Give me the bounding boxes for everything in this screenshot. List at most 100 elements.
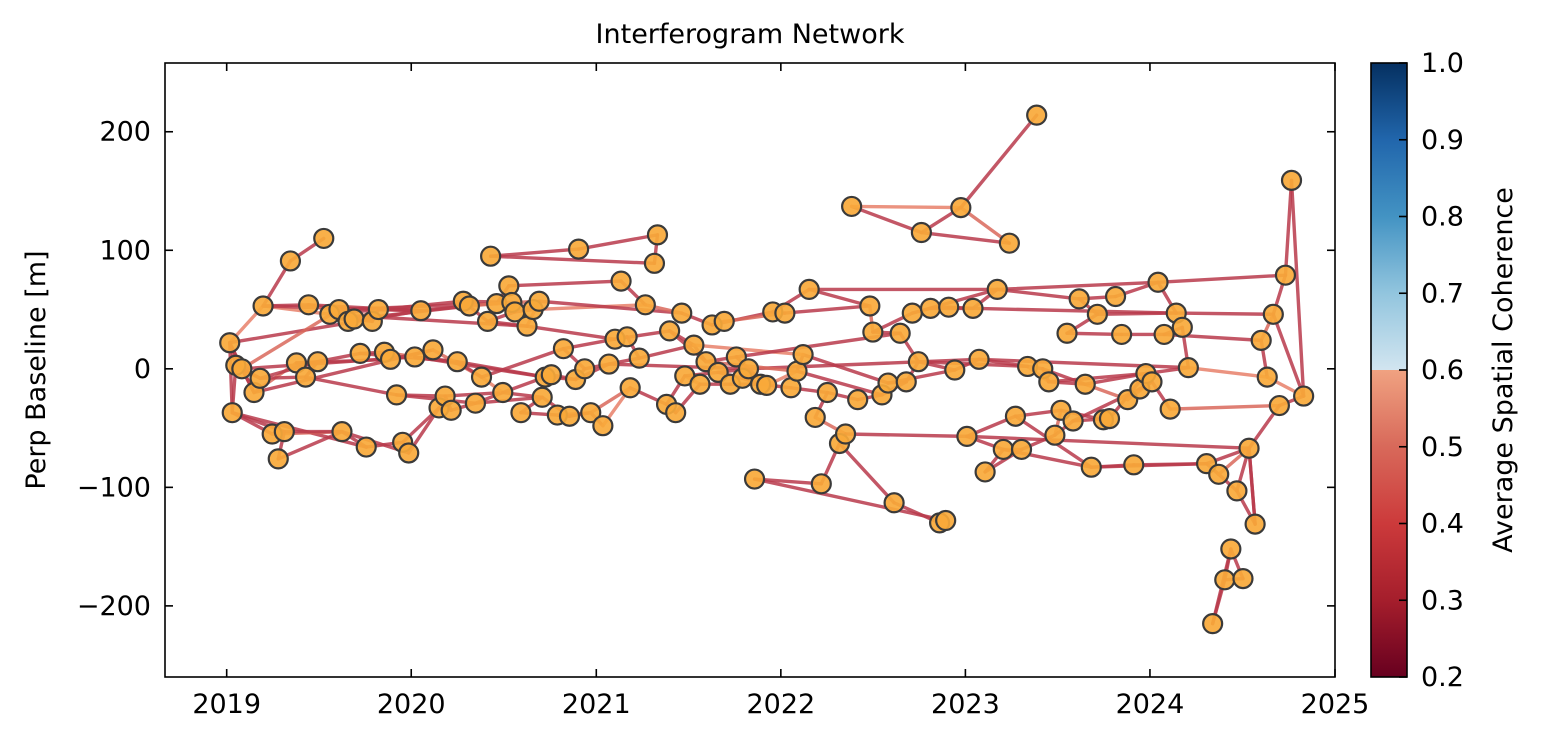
interferogram-line: [1186, 365, 1269, 379]
interferogram-line: [1283, 178, 1294, 277]
acquisition-point: [355, 436, 377, 458]
acquisition-point: [910, 221, 933, 244]
acquisition-point: [294, 366, 317, 388]
acquisition-point: [221, 402, 243, 424]
acquisition-point: [895, 371, 917, 393]
acquisition-point: [659, 320, 681, 342]
acquisition-point: [1159, 398, 1181, 420]
interferogram-line: [959, 113, 1039, 210]
acquisition-point: [1208, 463, 1230, 485]
acquisition-point: [847, 389, 869, 411]
interferogram-line: [537, 299, 684, 315]
y-axis-label: Perp Baseline [m]: [21, 250, 52, 489]
acquisition-point: [267, 448, 289, 470]
acquisition-point: [1080, 456, 1102, 478]
colorbar: 1.0 0.9 0.8 0.7 0.6 0.5 0.4 0.3 0.2 Average Spat…: [1370, 48, 1519, 693]
interferogram-line: [843, 432, 969, 439]
acquisition-point: [743, 468, 766, 490]
acquisition-point: [774, 302, 796, 324]
acquisition-point: [249, 367, 271, 389]
acquisition-point: [1153, 323, 1175, 346]
acquisition-point: [313, 227, 335, 250]
acquisition-point: [919, 297, 942, 319]
interferogram-line: [995, 287, 1081, 301]
acquisition-point: [1111, 323, 1133, 346]
interferogram-line: [1156, 273, 1288, 284]
interferogram-line: [1132, 461, 1209, 467]
interferogram-line: [752, 477, 948, 523]
acquisition-point: [1010, 438, 1033, 461]
x-tick-label: 2022: [746, 689, 815, 720]
acquisition-point: [1268, 394, 1290, 417]
acquisition-point: [558, 405, 581, 427]
acquisition-point: [422, 339, 444, 361]
acquisition-point: [998, 232, 1020, 254]
acquisition-point: [646, 224, 669, 246]
acquisition-point: [1262, 303, 1284, 325]
acquisition-point: [634, 294, 656, 316]
acquisition-point: [1214, 569, 1236, 591]
acquisition-point: [901, 302, 923, 324]
acquisition-point: [379, 348, 402, 370]
acquisition-point: [986, 278, 1008, 300]
acquisition-point: [1177, 357, 1199, 379]
interferogram-line: [1247, 446, 1257, 526]
acquisition-point: [792, 343, 814, 366]
interferogram-line: [488, 254, 657, 266]
acquisition-point: [683, 334, 705, 356]
acquisition-point: [671, 302, 693, 324]
plot-frame: [164, 62, 1336, 678]
chart-title: Interferogram Network: [596, 19, 905, 50]
interferogram-line: [1174, 311, 1276, 316]
acquisition-point: [962, 297, 984, 319]
x-tick-label: 2023: [931, 689, 1000, 720]
acquisition-point: [480, 245, 502, 267]
acquisition-point: [410, 300, 432, 322]
interferogram-line: [1168, 403, 1282, 411]
interferogram-line: [801, 352, 890, 385]
acquisition-point: [446, 351, 468, 373]
acquisition-point: [580, 402, 602, 424]
colorbar-tick-label: 0.9: [1421, 125, 1464, 156]
acquisition-point: [528, 290, 550, 312]
interferogram-line: [479, 346, 566, 379]
interferogram-line: [919, 230, 1012, 245]
y-tick-label: 100: [99, 235, 151, 266]
acquisition-point: [1147, 271, 1169, 293]
interferogram-line: [525, 324, 617, 341]
interferogram-line: [783, 304, 872, 315]
acquisition-point: [279, 250, 301, 272]
acquisition-point: [1250, 329, 1272, 351]
acquisition-point: [1062, 410, 1084, 432]
acquisition-point: [231, 358, 253, 380]
acquisition-point: [1280, 169, 1303, 191]
acquisition-point: [889, 322, 911, 344]
acquisition-point: [737, 358, 760, 380]
acquisition-point: [810, 473, 832, 495]
acquisition-point: [1232, 568, 1254, 590]
acquisition-point: [619, 377, 641, 399]
acquisition-point: [252, 295, 274, 317]
x-tick-label: 2019: [192, 689, 261, 720]
colorbar-tick-label: 0.3: [1421, 585, 1464, 616]
acquisition-point: [968, 348, 990, 370]
acquisition-point: [859, 295, 881, 317]
acquisition-point: [628, 347, 650, 369]
y-tick-label: −100: [77, 472, 151, 503]
interferogram-line: [531, 303, 648, 312]
x-tick-label: 2025: [1301, 689, 1370, 720]
acquisition-point: [1038, 371, 1060, 393]
acquisition-point: [343, 308, 365, 330]
acquisition-point: [297, 294, 320, 316]
acquisition-point: [1220, 538, 1242, 560]
interferogram-line: [971, 306, 1178, 315]
interferogram-line: [276, 429, 344, 461]
acquisition-point: [385, 384, 408, 406]
acquisition-point: [1293, 385, 1315, 407]
acquisition-point: [1123, 454, 1145, 476]
acquisition-point: [841, 195, 863, 218]
acquisition-point: [398, 442, 420, 464]
acquisition-point: [816, 381, 838, 404]
acquisition-point: [404, 346, 426, 368]
